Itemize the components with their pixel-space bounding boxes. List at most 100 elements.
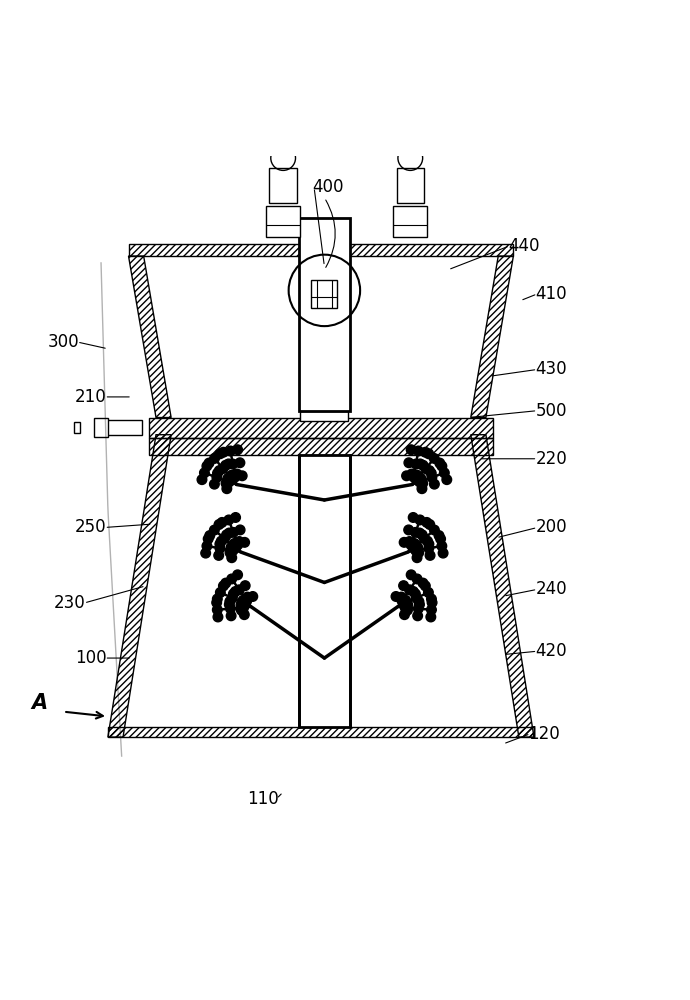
Bar bbox=[94, 418, 108, 437]
Circle shape bbox=[410, 539, 420, 548]
Circle shape bbox=[217, 536, 226, 546]
Text: 410: 410 bbox=[535, 285, 567, 303]
Circle shape bbox=[219, 534, 229, 543]
Circle shape bbox=[404, 525, 413, 535]
Circle shape bbox=[422, 518, 431, 527]
Circle shape bbox=[242, 596, 252, 605]
Circle shape bbox=[226, 604, 235, 613]
Circle shape bbox=[409, 472, 419, 482]
Circle shape bbox=[233, 540, 243, 550]
Circle shape bbox=[213, 594, 222, 604]
Circle shape bbox=[406, 445, 416, 455]
Circle shape bbox=[226, 446, 235, 456]
Circle shape bbox=[404, 458, 414, 468]
Circle shape bbox=[415, 515, 425, 525]
Circle shape bbox=[204, 458, 214, 468]
Circle shape bbox=[243, 592, 253, 602]
Circle shape bbox=[233, 469, 242, 479]
Circle shape bbox=[205, 531, 215, 540]
Circle shape bbox=[412, 574, 422, 584]
Circle shape bbox=[240, 581, 250, 590]
Circle shape bbox=[427, 598, 437, 607]
Circle shape bbox=[426, 594, 436, 604]
Bar bbox=[269, 168, 297, 203]
Circle shape bbox=[224, 515, 234, 525]
Circle shape bbox=[218, 464, 228, 473]
Text: 440: 440 bbox=[508, 237, 540, 255]
Text: 300: 300 bbox=[48, 333, 79, 351]
Circle shape bbox=[210, 454, 219, 463]
Circle shape bbox=[404, 585, 414, 595]
Bar bbox=[74, 422, 81, 433]
Circle shape bbox=[213, 605, 222, 615]
Bar bbox=[300, 411, 348, 421]
Circle shape bbox=[420, 581, 430, 591]
Circle shape bbox=[226, 611, 236, 621]
Circle shape bbox=[425, 520, 435, 529]
Circle shape bbox=[219, 581, 228, 591]
Circle shape bbox=[425, 551, 435, 560]
Circle shape bbox=[430, 525, 440, 535]
Circle shape bbox=[221, 578, 230, 588]
Bar bbox=[397, 168, 424, 203]
Circle shape bbox=[401, 595, 411, 605]
Bar bbox=[299, 218, 350, 411]
Circle shape bbox=[239, 603, 248, 612]
Circle shape bbox=[227, 474, 237, 484]
Circle shape bbox=[414, 548, 424, 557]
Circle shape bbox=[421, 447, 430, 457]
Circle shape bbox=[214, 551, 224, 560]
Circle shape bbox=[230, 587, 240, 596]
Circle shape bbox=[437, 461, 446, 471]
Circle shape bbox=[403, 605, 413, 615]
Circle shape bbox=[202, 461, 212, 471]
Circle shape bbox=[402, 471, 411, 481]
Circle shape bbox=[400, 538, 409, 547]
Circle shape bbox=[397, 592, 406, 602]
Circle shape bbox=[228, 528, 238, 537]
Circle shape bbox=[403, 600, 413, 610]
Text: 250: 250 bbox=[75, 518, 106, 536]
Circle shape bbox=[224, 477, 234, 487]
Circle shape bbox=[424, 539, 434, 549]
Circle shape bbox=[221, 460, 230, 470]
Circle shape bbox=[435, 458, 444, 468]
Circle shape bbox=[224, 528, 234, 538]
Circle shape bbox=[418, 479, 428, 488]
Text: A: A bbox=[31, 693, 47, 713]
Circle shape bbox=[230, 513, 240, 522]
Circle shape bbox=[426, 612, 435, 622]
Text: 100: 100 bbox=[75, 649, 106, 667]
Circle shape bbox=[407, 469, 417, 479]
Circle shape bbox=[427, 473, 437, 482]
Circle shape bbox=[426, 468, 436, 478]
Circle shape bbox=[409, 542, 419, 552]
Circle shape bbox=[412, 593, 421, 603]
Bar bbox=[266, 206, 300, 237]
Circle shape bbox=[429, 454, 439, 463]
Circle shape bbox=[233, 570, 242, 580]
Circle shape bbox=[415, 528, 424, 538]
Circle shape bbox=[240, 538, 250, 547]
Circle shape bbox=[411, 528, 420, 537]
Circle shape bbox=[413, 542, 422, 552]
Circle shape bbox=[197, 475, 207, 484]
Circle shape bbox=[391, 592, 401, 601]
Circle shape bbox=[406, 540, 416, 550]
Circle shape bbox=[417, 484, 426, 493]
Circle shape bbox=[438, 548, 448, 558]
Circle shape bbox=[225, 597, 235, 606]
Bar bbox=[311, 280, 337, 308]
Circle shape bbox=[217, 518, 227, 527]
Circle shape bbox=[399, 581, 408, 590]
Circle shape bbox=[237, 605, 246, 615]
Circle shape bbox=[248, 592, 257, 601]
Circle shape bbox=[215, 543, 225, 553]
Circle shape bbox=[400, 610, 409, 619]
Text: 230: 230 bbox=[55, 594, 86, 612]
Circle shape bbox=[239, 599, 249, 608]
Text: 400: 400 bbox=[312, 178, 344, 196]
Circle shape bbox=[404, 537, 414, 546]
Text: 240: 240 bbox=[535, 580, 567, 598]
Circle shape bbox=[228, 546, 238, 555]
